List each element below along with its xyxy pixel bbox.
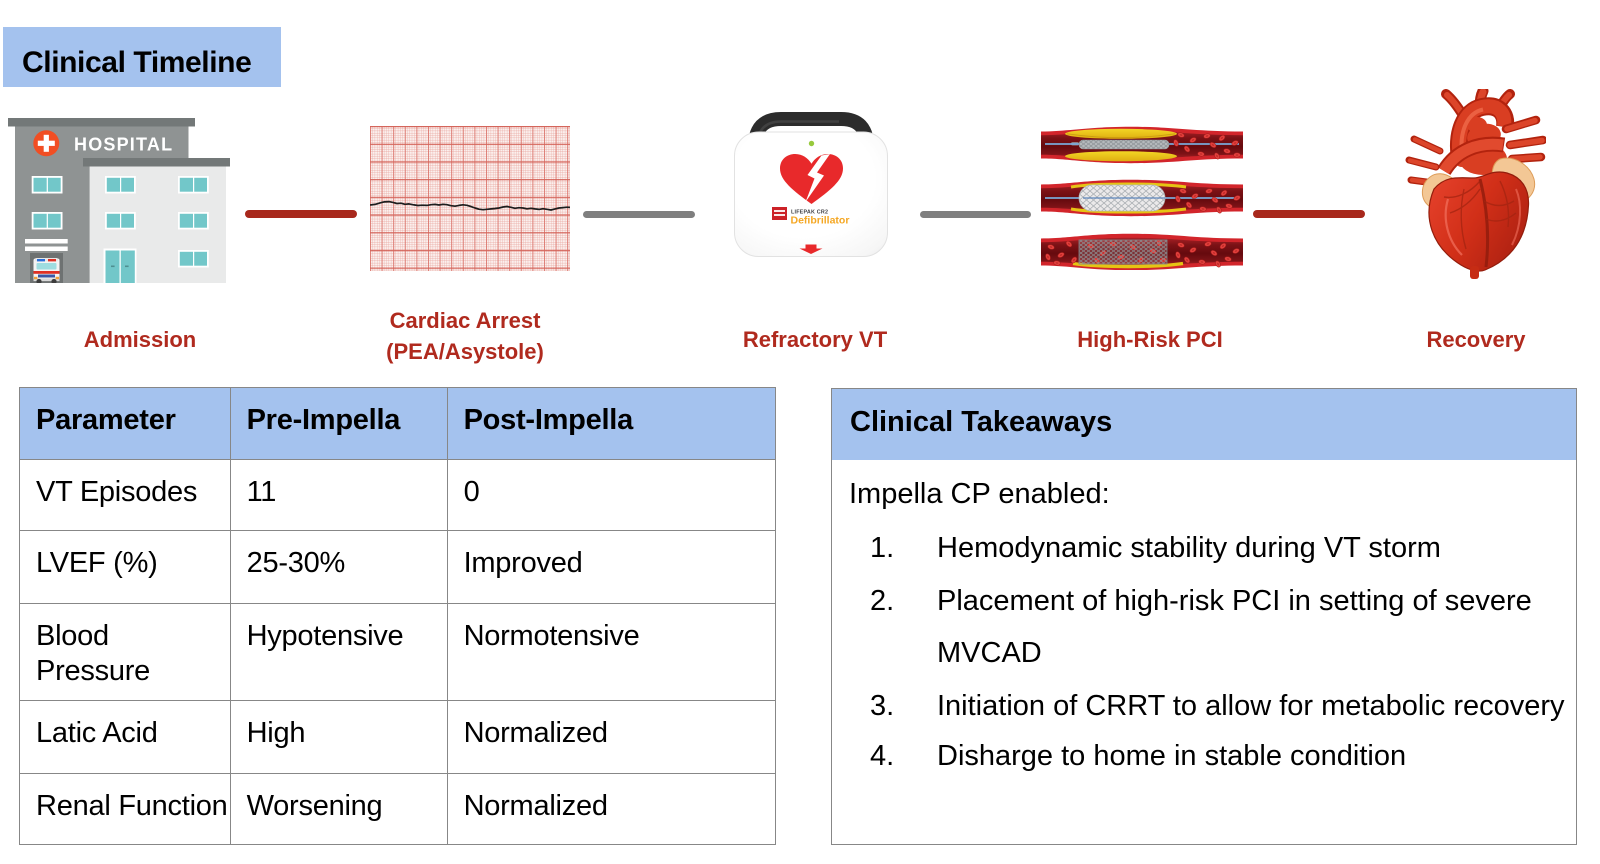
svg-text:LIFEPAK CR2: LIFEPAK CR2 [791, 210, 828, 216]
svg-text:HOSPITAL: HOSPITAL [74, 135, 173, 155]
svg-text:Defibrillator: Defibrillator [791, 215, 850, 227]
